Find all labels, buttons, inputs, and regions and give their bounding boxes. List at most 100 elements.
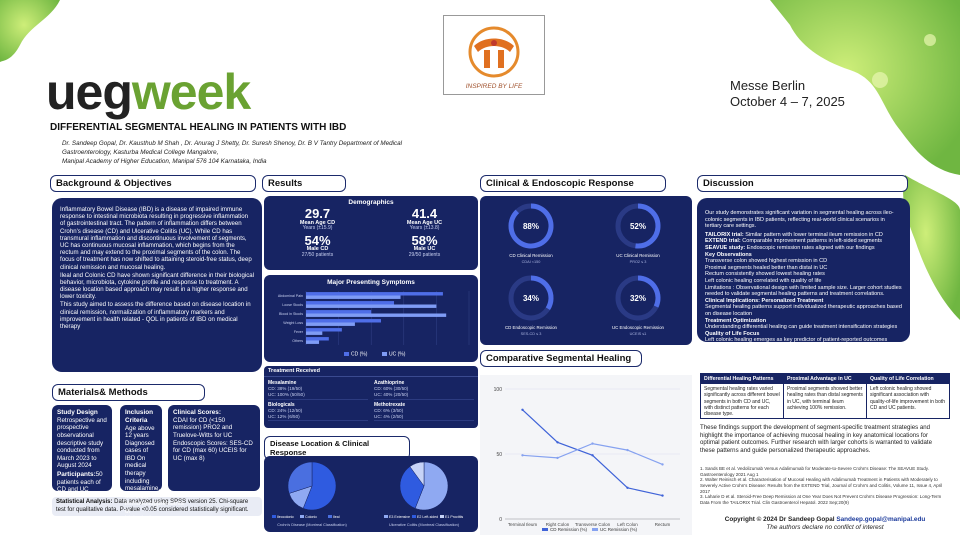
discussion-line: EXTEND trial: Comparable improvement pat…	[705, 238, 902, 245]
discussion-label: Treatment Optimization	[705, 317, 767, 324]
legend-label: E1 Proctitis	[445, 515, 463, 519]
cell-label: Methotrexate	[374, 401, 406, 408]
method-title: Inclusion Criteria	[125, 409, 154, 424]
discussion-text: Our study demonstrates significant varia…	[705, 210, 894, 230]
donut-charts: 88% CD Clinical Remission CDAI <150 52% UC C…	[480, 196, 692, 345]
conflict: The authors declare no conflict of inter…	[766, 524, 884, 532]
bar	[306, 319, 381, 323]
donut-value: 52%	[630, 222, 646, 231]
discussion-text: Left colonic healing correlated with qua…	[705, 277, 822, 284]
treatment-table: Treatment Received Mesalamine CD: 38% (19/…	[264, 366, 478, 428]
point	[591, 442, 594, 445]
method-text: Retrospective and prospective observatio…	[57, 416, 107, 470]
legend-swatch	[542, 528, 548, 531]
legend-swatch	[328, 515, 332, 518]
bar	[306, 313, 447, 317]
legend-swatch	[272, 515, 276, 518]
stat-sub: 29/50 patients	[408, 252, 441, 259]
author-line: Gastroenterology, Kasturba Medical Colle…	[62, 149, 219, 157]
y-tick-label: Weight Loss	[283, 321, 303, 325]
highlight-column: Quality of Life Correlation Left colonic …	[867, 374, 949, 418]
stat-label: Male UC	[413, 246, 436, 253]
y-tick-label: 100	[494, 387, 503, 393]
stat-value: 41.4	[411, 206, 438, 221]
donut-value: 34%	[523, 294, 539, 303]
author-line: Dr. Sandeep Gopal, Dr. Kausthub M Shah ,…	[62, 140, 403, 147]
discussion-box: Our study demonstrates significant varia…	[697, 198, 910, 344]
donut-arc	[508, 203, 554, 249]
legend-swatch	[412, 515, 416, 518]
bar	[306, 301, 395, 305]
discussion-line: Proximal segments healed better than dis…	[705, 265, 902, 272]
highlight-column: Proximal Advantage in UC Proximal segment…	[784, 374, 867, 418]
method-box: Inclusion Criteria Age above 12 years Dia…	[120, 405, 184, 522]
legend-swatch	[592, 528, 598, 531]
discussion-line: Left colonic healing correlated with qua…	[705, 278, 902, 285]
method-text: Age above 12 years Diagnosed cases of IB…	[125, 424, 184, 523]
donut-arc	[530, 275, 554, 311]
copyright: Copyright © 2024 Dr Sandeep Gopal	[724, 516, 835, 523]
discussion-label: Clinical Implications: Personalized Trea…	[705, 297, 824, 304]
bar	[306, 295, 401, 299]
statistical-analysis: Statistical Analysis: Data analyzed usin…	[52, 497, 262, 516]
legend-label: E2 Left-sided	[417, 515, 438, 519]
method-title: Clinical Scores:	[173, 409, 221, 416]
logo-caption: INSPIRED BY LIFE	[466, 83, 523, 90]
donut-value: 88%	[523, 222, 539, 231]
legend-label: Ileal	[333, 515, 340, 519]
y-tick-label: 0	[499, 517, 502, 523]
line-chart: 0 50 100 Terminal Ileum Right Colon Transvers…	[480, 375, 692, 535]
x-tick-label: Terminal Ileum	[508, 522, 538, 527]
discussion-label: TAILORIX trial:	[705, 231, 744, 238]
stat: 41.4 Mean Age UC Years (±13.8)	[371, 207, 478, 234]
discussion-line: SEAVUE study: Endoscopic remission rates…	[705, 245, 902, 252]
legend-swatch	[300, 515, 304, 518]
point	[661, 463, 664, 466]
highlight-title: Quality of Life Correlation	[867, 374, 949, 384]
reference: 3. Laharie D et al. Steroid-Free Deep Re…	[700, 494, 942, 505]
cell-value: CD: 6% (3/50)	[374, 407, 404, 413]
highlights-table: Differential Healing Patterns Segmental h…	[700, 373, 950, 419]
table-cell: Biologicals CD: 24% (12/50) UC: 12% (6/50)	[268, 402, 368, 422]
section-heading: Materials& Methods	[52, 384, 205, 401]
email: Sandeep.gopal@manipal.edu	[836, 516, 926, 523]
pie-title: Ulcerative Colitis (Montreal Classificat…	[389, 523, 460, 527]
discussion-text: Segmental healing patterns support indiv…	[705, 304, 902, 317]
discussion-line: Clinical Implications: Personalized Trea…	[705, 298, 902, 305]
section-heading: Results	[262, 175, 346, 192]
logo: INSPIRED BY LIFE	[466, 26, 523, 90]
legend-swatch	[382, 352, 387, 356]
donut-label: CD Endoscopic Remission	[505, 325, 558, 330]
point	[556, 456, 559, 460]
x-tick-label: Left Colon	[617, 522, 638, 527]
section-heading: Background & Objectives	[50, 175, 256, 192]
point	[521, 408, 524, 411]
discussion-label: EXTEND trial:	[705, 238, 741, 245]
copyright-line: Copyright © 2024 Dr Sandeep Gopal Sandee…	[700, 516, 950, 524]
method-box: Study Design Retrospective and prospectiv…	[52, 405, 112, 493]
donut-sub: CDAI <150	[522, 260, 541, 264]
discussion-line: Key Observations	[705, 252, 902, 259]
section-heading: Comparative Segmental Healing	[480, 350, 642, 367]
discussion-label: Quality of Life Focus	[705, 330, 760, 337]
donut-label: CD Clinical Remission	[509, 253, 553, 258]
bar	[306, 331, 323, 335]
discussion-line: Left colonic healing emerges as key pred…	[705, 337, 902, 344]
bar	[306, 304, 437, 308]
pie-slice	[414, 461, 449, 511]
discussion-line: Segmental healing patterns support indiv…	[705, 304, 902, 317]
discussion-line: Rectum consistently showed lowest healin…	[705, 271, 902, 278]
stats-label: Statistical Analysis:	[56, 499, 113, 505]
pie-slice	[302, 461, 337, 511]
brand: uegweek	[46, 62, 251, 122]
cell-value: UC: 4% (2/50)	[374, 413, 404, 419]
discussion-text: Similar pattern with lower terminal ileu…	[745, 231, 883, 238]
discussion-text: Rectum consistently showed lowest healin…	[705, 271, 825, 278]
x-tick-label: Right Colon	[546, 522, 570, 527]
donut-sub: UCEIS ≤1	[630, 332, 647, 336]
discussion-text: Limitations : Observational design with …	[705, 284, 902, 298]
donut-value: 32%	[630, 294, 646, 303]
legend-swatch	[440, 515, 444, 518]
cell-label: Azathioprine	[374, 380, 405, 386]
